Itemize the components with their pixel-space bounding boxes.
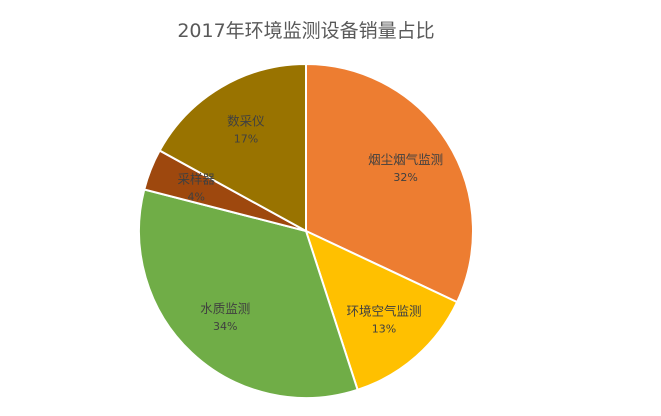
slice-percent-label: 34% <box>213 320 237 333</box>
slice-percent-label: 32% <box>393 171 417 184</box>
slice-category-label: 水质监测 <box>200 301 250 316</box>
pie-slice-1 <box>305 62 474 304</box>
slice-category-label: 采样器 <box>178 172 216 187</box>
slice-percent-label: 4% <box>188 191 205 204</box>
slice-category-label: 环境空气监测 <box>347 304 422 319</box>
pie-data-labels: 烟尘烟气监测 32% 环境空气监测 13% 水质监测 34% 采样器 4% 数采仪 17% <box>178 113 444 335</box>
slice-percent-label: 13% <box>372 323 396 336</box>
pie-slice-3 <box>138 188 359 399</box>
chart-title: 2017年环境监测设备销量占比 <box>177 20 434 42</box>
slice-category-label: 数采仪 <box>227 113 265 128</box>
pie-slice-2 <box>304 229 459 392</box>
slice-category-label: 烟尘烟气监测 <box>368 152 443 167</box>
pie-slices <box>138 62 474 399</box>
slice-percent-label: 17% <box>234 132 258 145</box>
pie-slice-5 <box>158 62 307 233</box>
